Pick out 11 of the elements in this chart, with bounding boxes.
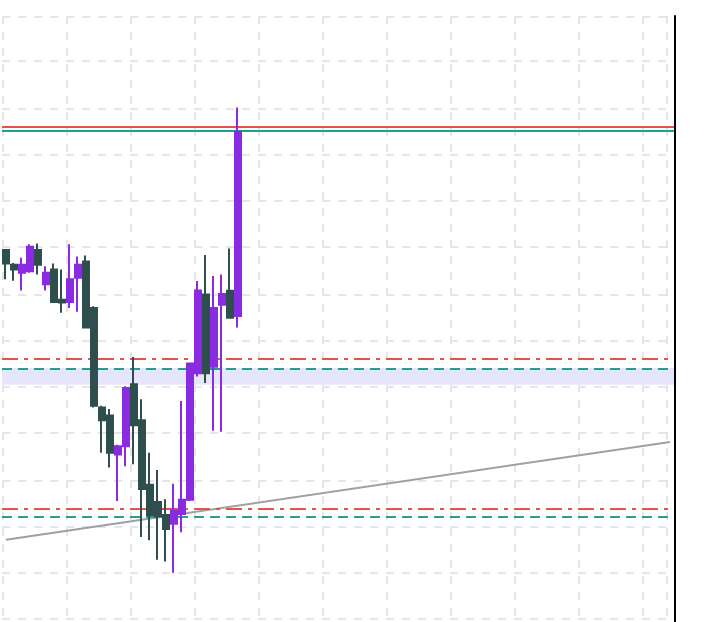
candlestick — [218, 273, 226, 433]
candlestick — [106, 407, 114, 469]
candlestick — [58, 268, 66, 314]
candlestick — [226, 247, 234, 319]
candlestick — [66, 243, 74, 310]
candlestick — [34, 242, 42, 276]
candlestick — [2, 248, 10, 281]
candlestick — [210, 274, 218, 432]
candlestick — [42, 265, 50, 292]
candlestick — [234, 106, 242, 329]
candlestick — [202, 254, 210, 384]
